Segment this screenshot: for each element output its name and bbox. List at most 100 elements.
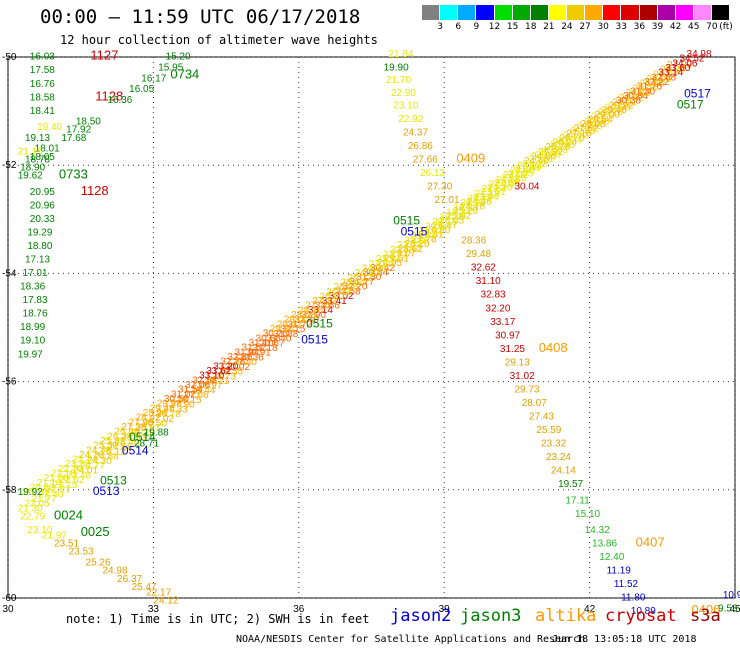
- track-a-value: 27.31: [418, 230, 443, 241]
- track-a-value: 26.90: [425, 225, 450, 236]
- track-a-value: 22.05: [25, 499, 50, 510]
- wave-height-value: 18.78: [25, 154, 50, 165]
- track-a-value: 24.01: [73, 466, 98, 477]
- wave-height-value: 18.90: [20, 163, 45, 174]
- track-a-value: 30.42: [370, 263, 395, 274]
- map-frame: [7, 56, 736, 599]
- track-b-value: 29.00: [595, 110, 620, 121]
- wave-height-value: 28.07: [522, 398, 547, 409]
- track-a-value: 24.36: [467, 197, 492, 208]
- scale-label: 42: [669, 22, 682, 32]
- track-a-value: 25.24: [633, 83, 658, 94]
- track-b-value: 28.54: [588, 114, 613, 125]
- wave-height-value: 32.83: [481, 290, 506, 301]
- track-a-value: 29.55: [218, 367, 243, 378]
- track-b-value: 33.10: [199, 371, 224, 382]
- lon-tick-label: 45: [729, 604, 740, 615]
- track-b-value: 22.70: [390, 245, 415, 256]
- track-a-value: 32.90: [301, 310, 326, 321]
- wave-height-value: 17.11: [565, 495, 590, 506]
- wave-height-value: 20.33: [30, 214, 55, 225]
- track-b-value: 24.86: [531, 152, 556, 163]
- lon-tick-label: 36: [293, 604, 305, 615]
- wave-height-value: 17.58: [30, 65, 55, 76]
- wave-height-value: 26.13: [420, 168, 445, 179]
- wave-height-value: 24.14: [551, 466, 576, 477]
- scale-swatch: [458, 5, 477, 20]
- track-b-value: 32.06: [185, 380, 210, 391]
- track-b-value: 34.52: [679, 54, 704, 65]
- track-a-value: 29.80: [232, 357, 257, 368]
- color-scale-bar: [422, 5, 731, 20]
- track-a-value: 20.20: [536, 149, 561, 160]
- scale-swatch: [675, 5, 694, 20]
- scale-label: 39: [651, 22, 664, 32]
- track-b-value: 25.82: [100, 436, 125, 447]
- scale-swatch: [476, 5, 495, 20]
- track-b-value: 29.98: [157, 399, 182, 410]
- track-a-value: 25.40: [114, 437, 139, 448]
- track-a-value: 22.62: [59, 475, 84, 486]
- track-b-value: 30.84: [623, 91, 648, 102]
- track-b-value: 25.32: [538, 147, 563, 158]
- wave-height-value: 32.20: [485, 303, 510, 314]
- wave-height-value: 13.86: [592, 539, 617, 550]
- track-a-value: 24.42: [619, 93, 644, 104]
- wave-height-value: 30.97: [495, 330, 520, 341]
- track-a-value: 31.30: [356, 272, 381, 283]
- wave-height-value: 19.88: [144, 428, 169, 439]
- wave-height-value: 30.04: [514, 182, 539, 193]
- wave-height-value: 29.13: [505, 357, 530, 368]
- pass-time-label: 1128: [81, 183, 109, 198]
- wave-height-value: 17.68: [61, 133, 86, 144]
- scale-label: 30: [597, 22, 609, 32]
- track-b-value: 29.42: [277, 319, 302, 330]
- track-b-value: 26.86: [114, 427, 139, 438]
- track-b-value: 34.06: [672, 58, 697, 69]
- wave-height-value: 11.52: [614, 579, 639, 590]
- track-a-value: 21.85: [508, 168, 533, 179]
- scale-label: 21: [543, 22, 555, 32]
- scale-unit-label: (ft): [719, 22, 733, 32]
- scale-swatch: [657, 5, 676, 20]
- pass-time-label: 0515: [301, 333, 328, 347]
- track-b-value: 25.78: [545, 142, 570, 153]
- lat-tick-label: -58: [2, 485, 17, 496]
- legend-altika: altika: [535, 606, 597, 626]
- track-a-value: 22.26: [501, 173, 526, 184]
- wave-height-value: 18.01: [35, 144, 60, 155]
- track-b-value: 31.94: [234, 347, 259, 358]
- track-a-value: 32.20: [342, 282, 367, 293]
- wave-height-value: 12.40: [599, 552, 624, 563]
- wave-height-value: 23.32: [541, 439, 566, 450]
- track-b-value: 26.48: [326, 287, 351, 298]
- scale-swatch: [548, 5, 567, 20]
- wave-height-value: 32.62: [471, 263, 496, 274]
- wave-height-value: 20.96: [30, 200, 55, 211]
- track-a-value: 23.10: [488, 183, 513, 194]
- track-b-value: 22.28: [397, 240, 422, 251]
- lat-tick-label: -52: [2, 160, 17, 171]
- legend-jason3: jason3: [460, 606, 522, 626]
- track-b-value: 27.32: [312, 296, 337, 307]
- track-a-value: 30.36: [239, 352, 264, 363]
- wave-height-value: 19.40: [37, 122, 62, 133]
- scale-label: 9: [473, 22, 480, 32]
- track-b-value: 31.76: [637, 82, 662, 93]
- track-a-value: 19.88: [543, 145, 568, 156]
- wave-height-value: 23.10: [27, 525, 52, 536]
- track-b-value: 23.96: [369, 259, 394, 270]
- pass-time-label: 1127: [90, 48, 118, 63]
- track-a-value: 24.30: [87, 456, 112, 467]
- track-b-value: 20.10: [23, 487, 48, 498]
- wave-height-value: 21.15: [18, 146, 43, 157]
- scale-swatch: [530, 5, 549, 20]
- footer-note: note: 1) Time is in UTC; 2) SWH is in fe…: [66, 612, 370, 626]
- wave-height-value: 27.43: [529, 411, 554, 422]
- wave-height-value: 27.30: [427, 182, 452, 193]
- pass-time-label: 0409: [456, 150, 485, 165]
- track-b-value: 31.10: [249, 338, 274, 349]
- track-a-value: 26.47: [653, 69, 678, 80]
- footer-credit: NOAA/NESDIS Center for Satellite Applica…: [236, 634, 586, 645]
